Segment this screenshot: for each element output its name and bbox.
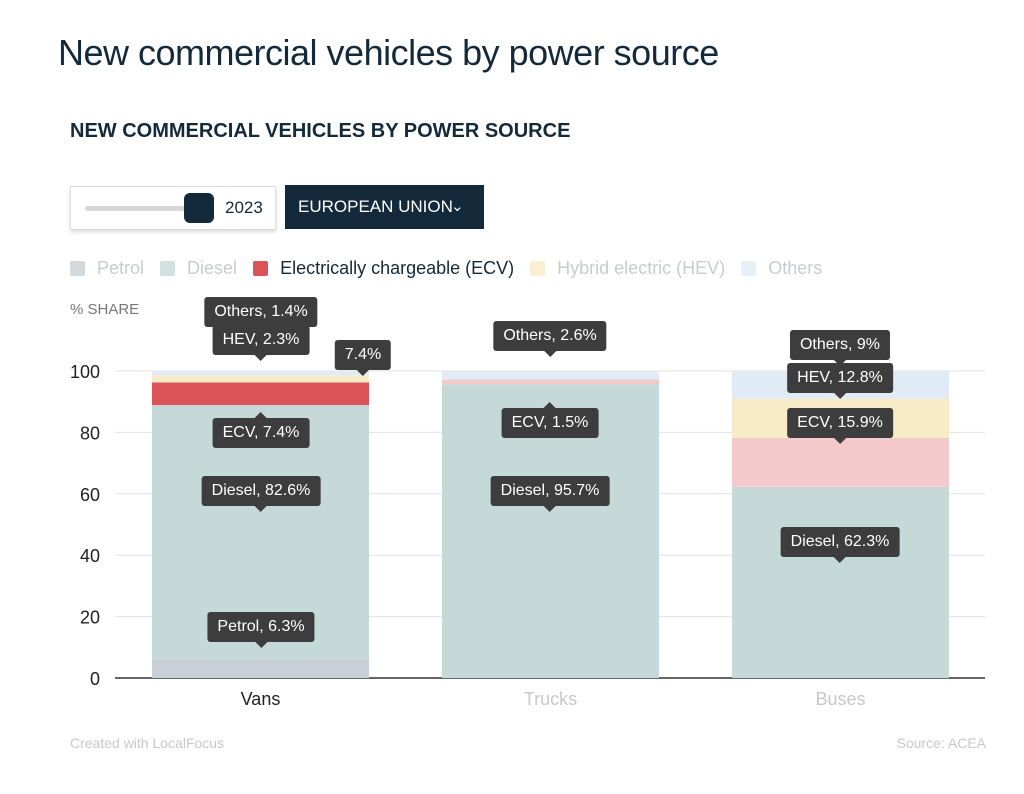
- region-dropdown[interactable]: EUROPEAN UNION ⌄: [285, 185, 484, 229]
- y-tick-label: 20: [80, 608, 100, 628]
- legend-swatch: [160, 261, 176, 276]
- y-axis-label: % SHARE: [70, 301, 140, 318]
- x-tick-label: Vans: [241, 689, 281, 709]
- bar-segment: [152, 375, 369, 383]
- legend-label: Petrol: [97, 258, 145, 278]
- legend-swatch: [530, 261, 546, 276]
- year-value: 2023: [225, 198, 263, 217]
- data-label-tooltip: HEV, 2.3%: [212, 325, 310, 361]
- credit-text[interactable]: Created with LocalFocus: [70, 735, 225, 751]
- bar-segment: [732, 486, 949, 678]
- data-label-tooltip: Others, 2.6%: [493, 321, 607, 357]
- page-title: New commercial vehicles by power source: [58, 32, 719, 73]
- legend-label: Diesel: [187, 258, 238, 278]
- legend-label: Electrically chargeable (ECV): [280, 258, 515, 278]
- data-label-tooltip: Diesel, 62.3%: [780, 527, 900, 563]
- data-label-tooltip: ECV, 7.4%: [212, 412, 310, 448]
- y-tick-label: 60: [80, 485, 100, 505]
- bar-segment: [442, 371, 659, 380]
- data-label-tooltip: Others, 1.4%: [204, 297, 318, 327]
- y-tick-label: 80: [80, 423, 100, 443]
- source-text: Source: ACEA: [896, 735, 987, 751]
- legend-item[interactable]: Others: [741, 258, 822, 279]
- slider-thumb[interactable]: [184, 193, 214, 223]
- year-slider[interactable]: 2023: [70, 186, 276, 230]
- legend-item[interactable]: Diesel: [160, 258, 237, 279]
- y-tick-label: 100: [70, 362, 100, 382]
- data-label-tooltip: 7.4%: [334, 340, 392, 376]
- legend-item[interactable]: Petrol: [70, 258, 144, 279]
- legend-swatch: [70, 261, 85, 276]
- bar-segment: [152, 382, 369, 406]
- legend-swatch: [741, 261, 757, 276]
- bar-segment: [442, 379, 659, 385]
- legend-label: Hybrid electric (HEV): [557, 258, 726, 278]
- bar-segment: [732, 437, 949, 487]
- region-label: EUROPEAN UNION: [298, 197, 453, 216]
- bar-segment: [152, 658, 369, 678]
- legend-item[interactable]: Electrically chargeable (ECV): [253, 258, 514, 279]
- x-tick-label: Trucks: [524, 689, 577, 709]
- chevron-down-icon: ⌄: [451, 198, 464, 215]
- data-label-tooltip: ECV, 15.9%: [787, 408, 893, 444]
- y-tick-label: 0: [90, 669, 100, 689]
- bar-segment: [152, 371, 369, 376]
- legend-swatch: [253, 261, 269, 276]
- data-label-tooltip: Diesel, 82.6%: [201, 476, 321, 512]
- legend-label: Others: [768, 258, 823, 278]
- data-label-tooltip: Others, 9%: [789, 330, 891, 366]
- data-label-tooltip: HEV, 12.8%: [787, 363, 893, 399]
- data-label-tooltip: Diesel, 95.7%: [490, 476, 610, 512]
- slider-track[interactable]: [85, 206, 195, 211]
- y-tick-label: 40: [80, 546, 100, 566]
- chart-title: NEW COMMERCIAL VEHICLES BY POWER SOURCE: [70, 120, 571, 142]
- legend-item[interactable]: Hybrid electric (HEV): [530, 258, 725, 279]
- x-tick-label: Buses: [815, 689, 865, 709]
- data-label-tooltip: Petrol, 6.3%: [207, 612, 315, 648]
- legend: Petrol Diesel Electrically chargeable (ECV…: [70, 258, 838, 279]
- data-label-tooltip: ECV, 1.5%: [501, 402, 599, 438]
